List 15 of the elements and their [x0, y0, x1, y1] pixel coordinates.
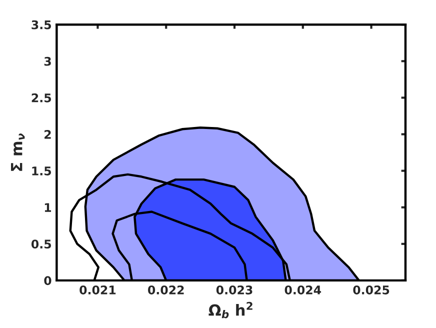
x-tick-label: 0.023 — [216, 286, 252, 294]
y-tick-label: 1.5 — [32, 166, 51, 176]
y-tick-label: 1 — [44, 203, 52, 212]
x-tick-label: 0.024 — [284, 286, 322, 294]
y-tick-label: 3 — [44, 56, 51, 66]
y-tick-label: 3.5 — [32, 20, 51, 30]
y-axis-title: Σ m$_{ν}$ — [11, 134, 25, 171]
x-axis-title: Ω$_{b}$ h$^{2}$ — [208, 302, 252, 318]
y-tick-label: 2.5 — [32, 93, 51, 102]
y-tick-label: 0 — [44, 276, 52, 286]
y-tick-label: 0.5 — [31, 240, 51, 249]
x-tick-label: 0.021 — [80, 286, 116, 294]
x-tick-label: 0.025 — [353, 286, 390, 294]
x-tick-label: 0.022 — [148, 286, 184, 294]
y-tick-label: 2 — [44, 130, 51, 139]
